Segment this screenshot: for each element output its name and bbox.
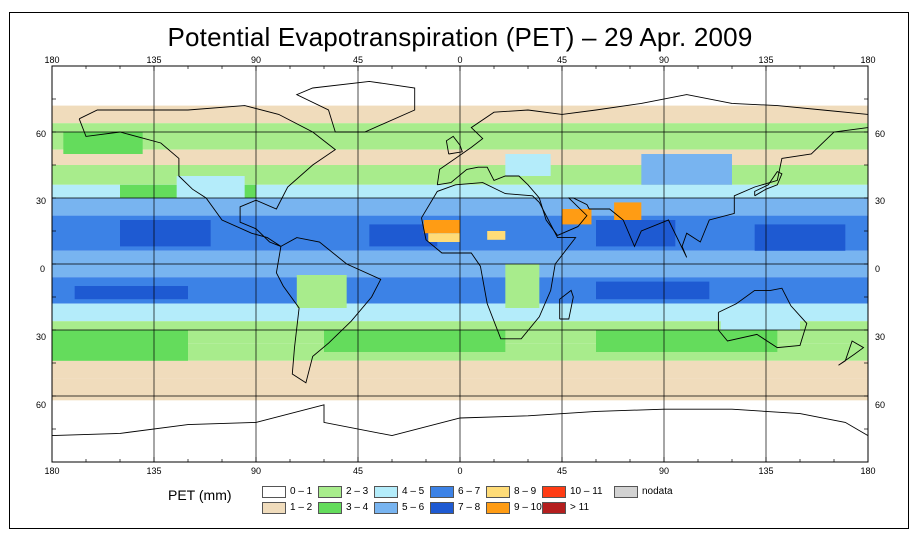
- bottom-lon-label: 135: [758, 466, 774, 476]
- left-lat-label: 30: [36, 196, 47, 206]
- legend-label: 3 – 4: [346, 502, 369, 513]
- left-lat-label: 0: [40, 264, 46, 274]
- pet-patch: [52, 330, 188, 361]
- legend-swatch: [262, 502, 286, 514]
- legend-swatch: [318, 486, 342, 498]
- top-lon-label: 45: [352, 55, 363, 65]
- legend-swatch: [430, 502, 454, 514]
- bottom-lon-label: 0: [457, 466, 463, 476]
- pet-patch: [596, 220, 676, 247]
- pet-patch: [296, 275, 347, 308]
- legend-swatch: [614, 486, 638, 498]
- legend-label: 1 – 2: [290, 502, 313, 513]
- pet-patch: [324, 330, 506, 352]
- legend-label: 5 – 6: [402, 502, 425, 513]
- legend-swatch: [542, 502, 566, 514]
- legend-label: 0 – 1: [290, 486, 313, 497]
- top-lon-label: 135: [758, 55, 774, 65]
- legend-label: 10 – 11: [570, 486, 603, 497]
- legend-label: 6 – 7: [458, 486, 481, 497]
- right-lat-label: 30: [875, 332, 886, 342]
- legend-title: PET (mm): [168, 487, 232, 503]
- map-border: [51, 65, 869, 463]
- pet-patch: [63, 132, 143, 154]
- bottom-lon-label: 90: [250, 466, 261, 476]
- north-america-coast: [78, 105, 337, 247]
- legend-label: 2 – 3: [346, 486, 369, 497]
- africa-coast: [421, 182, 577, 340]
- australia-coast: [717, 287, 808, 349]
- legend-swatch: [374, 502, 398, 514]
- pet-patch: [369, 224, 438, 247]
- pet-patch: [428, 233, 460, 242]
- south-america-coast: [275, 237, 382, 384]
- figure-frame: [9, 12, 909, 529]
- eurasia-coast: [436, 94, 868, 258]
- legend-label: nodata: [642, 486, 673, 497]
- top-lon-label: 0: [457, 55, 463, 65]
- pet-patch: [74, 286, 188, 300]
- madagascar-coast: [559, 289, 574, 320]
- bottom-lon-label: 180: [44, 466, 60, 476]
- pet-patch: [596, 330, 778, 352]
- graticule: [51, 65, 869, 463]
- legend-swatch: [486, 486, 510, 498]
- bottom-lon-label: 135: [146, 466, 162, 476]
- legend-label: > 11: [570, 502, 589, 513]
- greenland-coast: [295, 80, 416, 133]
- bottom-lon-label: 45: [352, 466, 363, 476]
- map-title: Potential Evapotranspiration (PET) – 29 …: [167, 22, 753, 52]
- japan-coast: [754, 171, 783, 197]
- pet-patch: [720, 308, 800, 330]
- legend-swatch: [318, 502, 342, 514]
- legend-swatch: [430, 486, 454, 498]
- legend-label: 9 – 10: [514, 502, 542, 513]
- bottom-lon-label: 90: [658, 466, 669, 476]
- top-lon-label: 45: [556, 55, 567, 65]
- right-lat-label: 30: [875, 196, 886, 206]
- right-lat-label: 60: [875, 400, 886, 410]
- legend-swatch: [262, 486, 286, 498]
- top-lon-label: 180: [860, 55, 876, 65]
- legend-label: 7 – 8: [458, 502, 481, 513]
- left-lat-label: 60: [36, 129, 47, 139]
- legend-swatch: [542, 486, 566, 498]
- pet-patch: [176, 176, 245, 198]
- top-lon-label: 180: [44, 55, 60, 65]
- pet-patch: [505, 154, 551, 176]
- bottom-lon-label: 45: [556, 466, 567, 476]
- bottom-lon-label: 180: [860, 466, 876, 476]
- pet-patch: [423, 220, 460, 234]
- pet-patch: [614, 202, 642, 220]
- top-lon-label: 90: [658, 55, 669, 65]
- top-lon-label: 135: [146, 55, 162, 65]
- left-lat-label: 30: [36, 332, 47, 342]
- legend-label: 8 – 9: [514, 486, 537, 497]
- pet-patch: [120, 220, 211, 247]
- pet-patch: [505, 264, 540, 308]
- pet-patch: [754, 224, 846, 251]
- right-lat-label: 0: [875, 264, 881, 274]
- pet-patch: [641, 154, 732, 185]
- left-lat-label: 60: [36, 400, 47, 410]
- pet-patch: [487, 231, 506, 240]
- right-lat-label: 60: [875, 129, 886, 139]
- pet-patch: [596, 281, 710, 300]
- legend-label: 4 – 5: [402, 486, 425, 497]
- top-lon-label: 90: [250, 55, 261, 65]
- legend-swatch: [486, 502, 510, 514]
- legend-swatch: [374, 486, 398, 498]
- pet-patch: [562, 209, 592, 225]
- new-zealand-coast: [838, 340, 865, 366]
